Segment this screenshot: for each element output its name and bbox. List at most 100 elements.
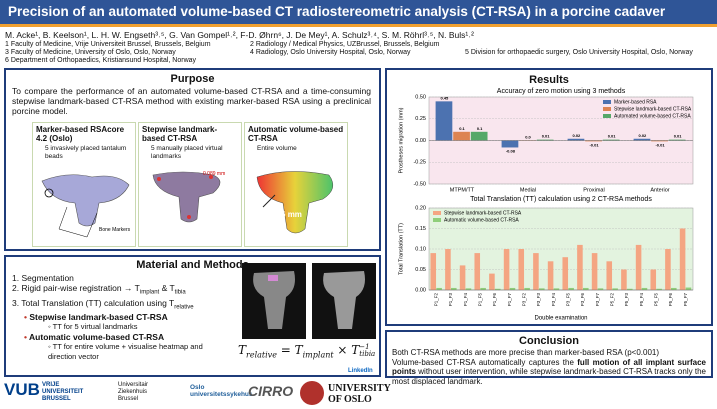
legend-swatch [603, 100, 611, 104]
x-tick-label: Proximal [583, 187, 604, 193]
x-tick-label: P3_F2 [522, 293, 527, 307]
bar [568, 287, 574, 290]
x-axis-label: Double examination [534, 316, 587, 322]
panel-bullet: Entire volume [257, 145, 297, 152]
value-label: 0.02 [639, 133, 648, 138]
bar [577, 244, 583, 290]
affiliation: 3 Faculty of Medicine, University of Osl… [5, 49, 176, 56]
panel-title: Automatic volume-based CT-RSA [248, 125, 344, 143]
bar [621, 269, 627, 290]
bar [562, 257, 569, 290]
methods-heading: Material and Methods [136, 259, 249, 271]
methods-box: Material and Methods 1. Segmentation 2. … [4, 255, 381, 377]
x-tick-label: P1_F3 [448, 293, 453, 307]
formula-part: −1 [359, 342, 370, 351]
method-panel: Automatic volume-based CT-RSA Entire vol… [244, 122, 348, 247]
bar [518, 249, 525, 290]
bar [606, 261, 613, 290]
method-panel: Marker-based RSAcore 4.2 (Oslo) 5 invasi… [32, 122, 136, 247]
subscript: implant [139, 289, 160, 296]
bar [685, 287, 692, 290]
title-bar: Precision of an automated volume-based C… [0, 0, 717, 27]
bar [651, 140, 668, 142]
chart-title: Accuracy of zero motion using 3 methods [497, 88, 626, 95]
bar [635, 244, 642, 290]
y-axis-label: Prostheses migration (mm) [398, 107, 404, 173]
purpose-heading: Purpose [170, 73, 215, 85]
step: 1. Segmentation [12, 273, 74, 283]
x-tick-label: P3_F5 [566, 293, 571, 307]
bar [435, 101, 453, 141]
bar [650, 269, 657, 290]
bar [459, 265, 466, 290]
bar [465, 288, 472, 290]
x-tick-label: P1_F5 [478, 293, 483, 307]
ct-images [242, 263, 376, 339]
bar [436, 287, 442, 290]
x-tick-label: P1_F2 [434, 293, 439, 307]
method-detail: ◦ TT for 5 virtual landmarks [48, 322, 138, 332]
bar [453, 131, 470, 141]
y-tick-label: 0.15 [415, 226, 426, 232]
value-label: 0.02 [573, 133, 582, 138]
image-annotation: 0.089 mm [203, 171, 225, 177]
bar [474, 253, 481, 290]
logo: UNIVERSITY OF OSLO [328, 383, 391, 405]
legend-label: Automated volume-based CT-RSA [614, 113, 691, 119]
value-label: -0.08 [506, 149, 516, 154]
formula-part: × T [333, 343, 360, 357]
panel-title: Stepwise landmark-based CT-RSA [142, 125, 218, 143]
panel-bullet: 5 invasively placed tantalum beads [45, 145, 127, 160]
step: 3. Total Translation (TT) calculation us… [12, 298, 252, 313]
bar [509, 287, 516, 290]
step: 2. Rigid pair-wise registration → Timpla… [12, 283, 252, 298]
bar [489, 273, 495, 290]
y-tick-label: 0.10 [415, 246, 426, 252]
conclusion-box: Conclusion Both CT-RSA methods are more … [385, 330, 713, 386]
chart-title: Total Translation (TT) calculation using… [470, 196, 652, 203]
bar [583, 287, 589, 290]
formula-part: T [238, 343, 247, 357]
methods-list: 1. Segmentation 2. Rigid pair-wise regis… [12, 273, 252, 362]
method-title: • Stepwise landmark-based CT-RSA [24, 312, 168, 323]
bar [524, 287, 530, 290]
conclusion-heading: Conclusion [519, 335, 579, 347]
value-label: 0.0 [525, 135, 531, 140]
zero-motion-chart: Accuracy of zero motion using 3 methods -… [398, 88, 694, 193]
bar [495, 288, 501, 290]
bar [665, 249, 671, 290]
method-title-text: Stepwise landmark-based CT-RSA [29, 312, 168, 323]
bone-image: Bone Markers [41, 174, 131, 238]
legend-label: Marker-based RSA [614, 99, 657, 105]
affiliation: 6 Department of Orthopaedics, Kristiansu… [5, 57, 197, 64]
x-tick-label: P5_F3 [624, 293, 629, 307]
bar [480, 287, 486, 290]
affiliation: 4 Radiology, Oslo University Hospital, O… [250, 49, 411, 56]
bar [445, 249, 451, 290]
title: Precision of an automated volume-based C… [8, 4, 666, 19]
purpose-text: To compare the performance of an automat… [12, 86, 371, 116]
total-translation-chart: Total Translation (TT) calculation using… [398, 196, 694, 322]
formula: Trelative = Timplant × T −1 tibia [238, 343, 375, 359]
purpose-box: Purpose To compare the performance of an… [4, 68, 381, 251]
subscript: tibia [174, 289, 186, 296]
bar [536, 139, 554, 141]
y-tick-label: -0.50 [413, 181, 426, 187]
affiliation: 2 Radiology / Medical Physics, UZBrussel… [250, 41, 440, 48]
x-tick-label: P3_F4 [551, 293, 556, 307]
legend-label: Stepwise landmark-based CT-RSA [614, 106, 692, 112]
x-tick-label: P3_F6 [580, 293, 585, 307]
landmark-image: 0.089 mm [152, 171, 225, 223]
image-annotation: 0.0936 mm [261, 210, 302, 219]
value-label: 0.01 [674, 134, 683, 139]
bar [547, 261, 554, 290]
value-label: 0.1 [477, 126, 483, 131]
y-tick-label: 0.20 [415, 205, 426, 211]
bar [602, 139, 620, 141]
formula-part: relative [246, 350, 277, 360]
bar [503, 249, 510, 290]
x-tick-label: P5_F2 [610, 293, 615, 307]
heatmap-image: 0.0936 mm [256, 171, 334, 234]
bar [679, 228, 686, 290]
